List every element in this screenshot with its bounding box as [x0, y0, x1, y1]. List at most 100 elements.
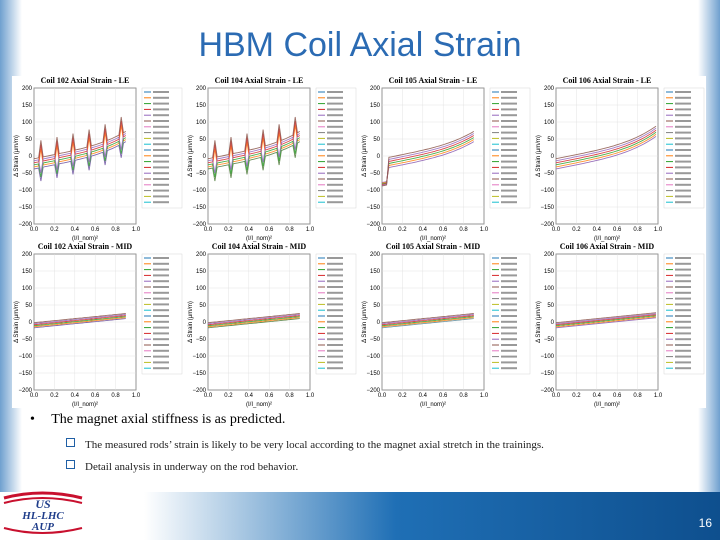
plot-title: Coil 102 Axial Strain - MID	[38, 242, 133, 251]
strain-series-line	[555, 127, 657, 162]
strain-series-line	[33, 316, 126, 327]
y-tick-label: 0	[203, 320, 207, 326]
x-tick-label: 0.4	[419, 227, 428, 233]
strain-series-line	[207, 133, 301, 174]
x-tick-label: 0.2	[50, 227, 59, 233]
strain-series-line	[33, 318, 126, 329]
plot-title: Coil 104 Axial Strain - MID	[212, 242, 307, 251]
x-tick-label: 0.8	[633, 393, 642, 399]
x-tick-label: 1.0	[654, 393, 663, 399]
y-tick-label: 150	[544, 269, 555, 275]
y-tick-label: −200	[192, 388, 206, 394]
y-tick-label: −200	[192, 222, 206, 228]
y-tick-label: 200	[196, 86, 207, 92]
x-tick-label: 0.8	[111, 227, 120, 233]
strain-series-line	[381, 139, 475, 184]
strain-series-line	[207, 141, 301, 182]
sub-bullet-2: Detail analysis in underway on the rod b…	[66, 460, 298, 473]
y-tick-label: −150	[540, 205, 554, 211]
x-tick-label: 0.0	[552, 393, 561, 399]
strain-series-line	[555, 133, 657, 168]
strain-series-line	[381, 313, 474, 324]
y-tick-label: −150	[540, 371, 554, 377]
strain-series-line	[207, 125, 301, 168]
x-tick-label: 1.0	[480, 393, 489, 399]
plot-title: Coil 105 Axial Strain - MID	[386, 242, 481, 251]
strain-plot: Coil 102 Axial Strain - LE 200 150 100 50 0 −5…	[12, 76, 184, 242]
x-tick-label: 0.4	[71, 227, 80, 233]
y-tick-label: 100	[544, 120, 555, 126]
y-tick-label: −150	[18, 371, 32, 377]
y-tick-label: 0	[377, 154, 381, 160]
y-tick-label: 100	[22, 120, 33, 126]
y-axis-label: Δ Strain (μm/m)	[536, 301, 542, 343]
x-axis-label: (I/I_nom)²	[246, 402, 272, 408]
x-tick-label: 1.0	[306, 227, 315, 233]
y-tick-label: 100	[22, 286, 33, 292]
strain-series-line	[33, 133, 127, 174]
y-tick-label: 0	[377, 320, 381, 326]
x-tick-label: 0.2	[398, 393, 407, 399]
strain-series-line	[381, 315, 474, 326]
y-tick-label: 50	[25, 303, 32, 309]
x-tick-label: 0.4	[245, 393, 254, 399]
strain-series-line	[381, 317, 474, 328]
y-tick-label: −50	[370, 337, 381, 343]
x-axis-label: (I/I_nom)²	[594, 402, 620, 408]
y-tick-label: 50	[25, 137, 32, 143]
strain-series-line	[207, 314, 300, 325]
y-tick-label: −150	[192, 205, 206, 211]
y-tick-label: 0	[29, 320, 33, 326]
us-hl-lhc-aup-logo: US HL-LHC AUP	[3, 491, 83, 534]
strain-series-line	[555, 129, 657, 164]
y-tick-label: 50	[373, 137, 380, 143]
y-tick-label: 200	[22, 86, 33, 92]
y-tick-label: −50	[370, 171, 381, 177]
strain-series-line	[555, 315, 657, 327]
strain-series-line	[555, 314, 657, 326]
x-tick-label: 0.0	[30, 393, 39, 399]
y-tick-label: 150	[196, 103, 207, 109]
y-tick-label: −100	[192, 354, 206, 360]
y-tick-label: 150	[544, 103, 555, 109]
strain-series-line	[381, 135, 475, 186]
y-tick-label: −50	[544, 171, 555, 177]
y-tick-label: 50	[547, 303, 554, 309]
y-tick-label: 100	[370, 286, 381, 292]
x-tick-label: 0.0	[204, 227, 213, 233]
main-bullet-text: The magnet axial stiffness is as predict…	[51, 412, 286, 427]
strain-series-line	[381, 133, 475, 186]
y-axis-label: Δ Strain (μm/m)	[14, 135, 20, 177]
x-tick-label: 0.0	[552, 227, 561, 233]
logo-line-2: HL-LHC	[21, 510, 64, 522]
x-tick-label: 0.6	[265, 227, 274, 233]
y-tick-label: 50	[547, 137, 554, 143]
x-tick-label: 0.8	[285, 393, 294, 399]
y-tick-label: −100	[540, 188, 554, 194]
y-tick-label: 150	[370, 269, 381, 275]
x-tick-label: 0.4	[245, 227, 254, 233]
x-tick-label: 0.6	[91, 393, 100, 399]
strain-series-line	[33, 137, 127, 178]
strain-series-line	[207, 116, 301, 160]
y-tick-label: −200	[540, 388, 554, 394]
x-tick-label: 0.2	[224, 227, 233, 233]
strain-plot: Coil 105 Axial Strain - LE 200 150 100 50 0 −5…	[360, 76, 532, 242]
y-tick-label: 200	[196, 252, 207, 258]
logo-line-3: AUP	[31, 521, 54, 533]
strain-series-line	[381, 141, 475, 183]
y-tick-label: 100	[196, 286, 207, 292]
main-bullet: • The magnet axial stiffness is as predi…	[30, 412, 285, 428]
x-tick-label: 1.0	[306, 393, 315, 399]
strain-series-line	[555, 316, 657, 328]
strain-series-line	[381, 318, 474, 329]
x-axis-label: (I/I_nom)²	[420, 236, 446, 242]
y-tick-label: 150	[370, 103, 381, 109]
y-tick-label: −200	[540, 222, 554, 228]
x-tick-label: 0.0	[378, 227, 387, 233]
y-tick-label: 100	[196, 120, 207, 126]
strain-series-line	[555, 125, 657, 160]
strain-series-line	[33, 315, 126, 326]
x-tick-label: 0.2	[224, 393, 233, 399]
x-tick-label: 0.0	[204, 393, 213, 399]
